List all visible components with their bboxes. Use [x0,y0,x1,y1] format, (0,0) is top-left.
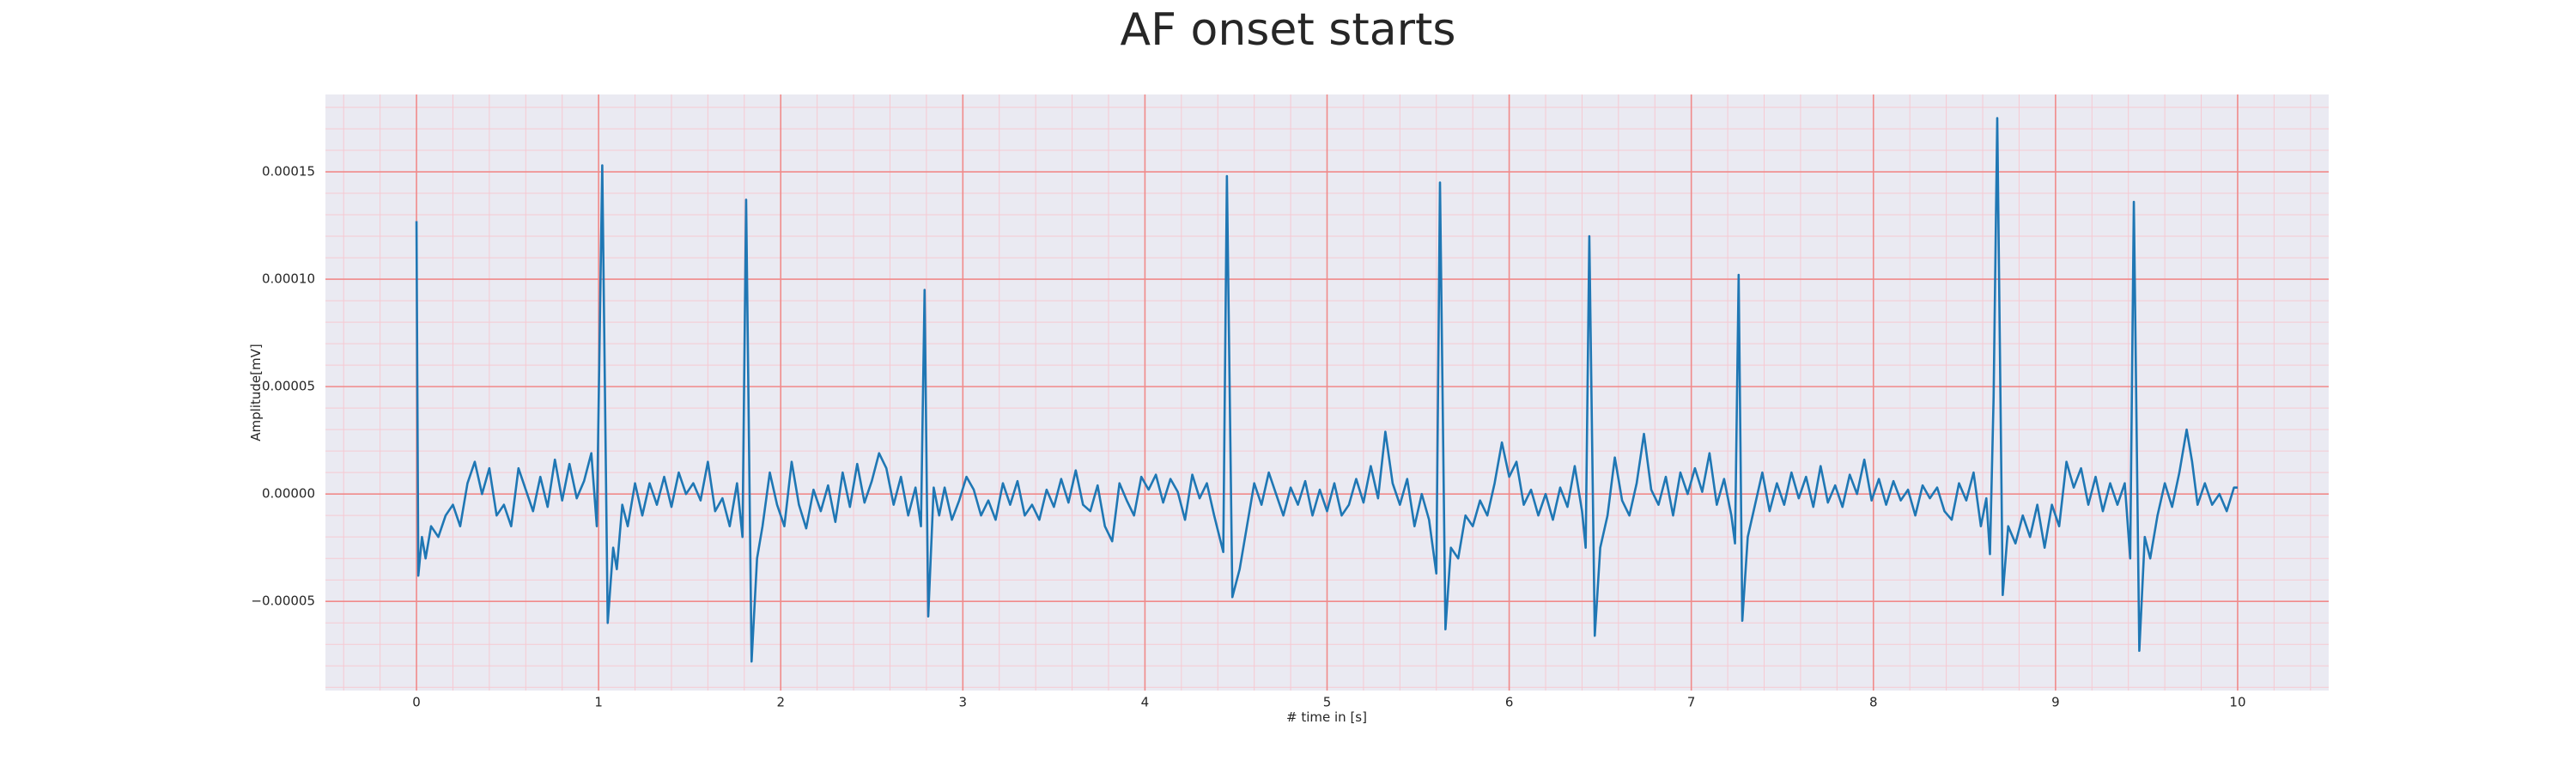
y-tick-label: −0.00005 [251,593,315,609]
x-tick-label: 6 [1505,695,1514,710]
x-tick-label: 2 [776,695,785,710]
x-tick-label: 10 [2229,695,2245,710]
x-tick-label: 3 [959,695,968,710]
x-axis-label: # time in [s] [1286,709,1367,725]
chart-title: AF onset starts [1121,4,1456,56]
line-series [415,117,2238,663]
y-tick-label: 0.00005 [262,379,315,394]
x-tick-label: 5 [1323,695,1332,710]
x-tick-label: 8 [1869,695,1878,710]
y-tick-label: 0.00015 [262,164,315,180]
y-tick-label: 0.00010 [262,271,315,287]
y-axis-label: Amplitude[mV] [248,344,264,441]
x-tick-label: 1 [594,695,603,710]
y-tick-label: 0.00000 [262,486,315,502]
x-tick-label: 0 [412,695,421,710]
x-tick-label: 9 [2051,695,2060,710]
x-tick-label: 7 [1687,695,1696,710]
x-tick-label: 4 [1141,695,1150,710]
